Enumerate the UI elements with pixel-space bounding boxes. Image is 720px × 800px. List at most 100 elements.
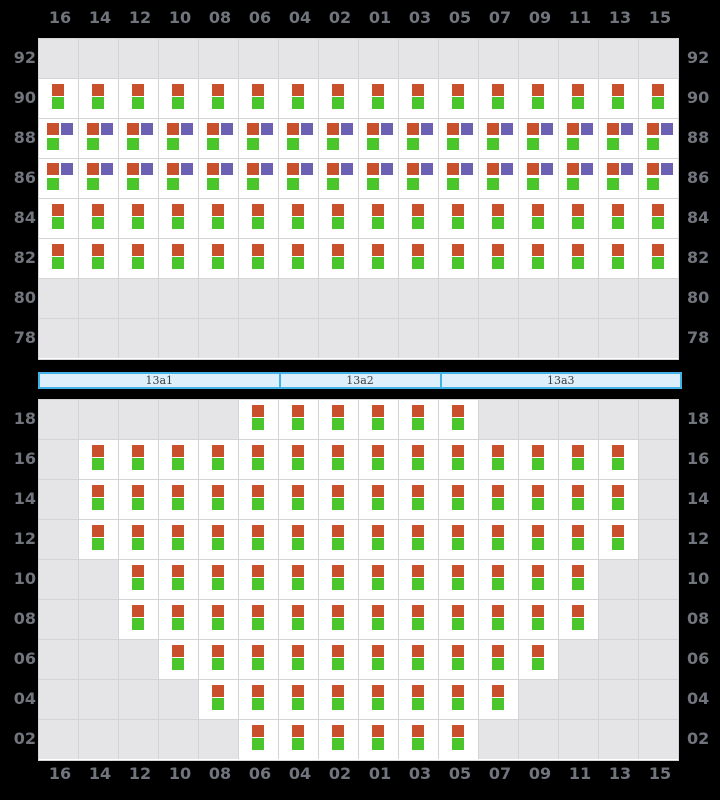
seat-cell[interactable]	[559, 239, 599, 279]
seat-cell[interactable]	[199, 119, 239, 159]
seat-cell[interactable]	[239, 79, 279, 119]
seat-cell[interactable]	[79, 440, 119, 480]
seat-cell[interactable]	[199, 560, 239, 600]
seat-cell[interactable]	[199, 520, 239, 560]
seat-cell[interactable]	[239, 159, 279, 199]
seat-cell[interactable]	[479, 199, 519, 239]
seat-cell[interactable]	[439, 600, 479, 640]
seat-cell[interactable]	[599, 480, 639, 520]
seat-cell[interactable]	[639, 239, 678, 279]
seat-cell[interactable]	[399, 480, 439, 520]
seat-cell[interactable]	[599, 440, 639, 480]
seat-cell[interactable]	[399, 400, 439, 440]
seat-cell[interactable]	[599, 239, 639, 279]
seat-cell[interactable]	[159, 239, 199, 279]
seat-cell[interactable]	[159, 159, 199, 199]
seat-cell[interactable]	[399, 520, 439, 560]
seat-cell[interactable]	[279, 640, 319, 680]
seat-cell[interactable]	[319, 199, 359, 239]
seat-cell[interactable]	[199, 600, 239, 640]
seat-cell[interactable]	[239, 239, 279, 279]
seat-cell[interactable]	[279, 600, 319, 640]
seat-cell[interactable]	[199, 680, 239, 720]
seat-cell[interactable]	[239, 480, 279, 520]
seat-cell[interactable]	[639, 159, 678, 199]
seat-cell[interactable]	[359, 400, 399, 440]
seat-cell[interactable]	[159, 119, 199, 159]
seat-cell[interactable]	[599, 199, 639, 239]
seat-cell[interactable]	[359, 480, 399, 520]
seat-cell[interactable]	[79, 79, 119, 119]
seat-cell[interactable]	[199, 440, 239, 480]
seat-cell[interactable]	[239, 400, 279, 440]
seat-cell[interactable]	[479, 560, 519, 600]
seat-cell[interactable]	[359, 159, 399, 199]
seat-cell[interactable]	[439, 480, 479, 520]
seat-cell[interactable]	[439, 79, 479, 119]
seat-cell[interactable]	[439, 560, 479, 600]
seat-cell[interactable]	[399, 600, 439, 640]
seat-cell[interactable]	[39, 79, 79, 119]
seat-cell[interactable]	[239, 119, 279, 159]
seat-cell[interactable]	[519, 119, 559, 159]
seat-cell[interactable]	[479, 79, 519, 119]
seat-cell[interactable]	[39, 199, 79, 239]
seat-cell[interactable]	[239, 640, 279, 680]
seat-cell[interactable]	[439, 720, 479, 759]
seat-cell[interactable]	[199, 199, 239, 239]
seat-cell[interactable]	[319, 440, 359, 480]
seat-cell[interactable]	[119, 600, 159, 640]
seat-cell[interactable]	[279, 440, 319, 480]
seat-cell[interactable]	[119, 159, 159, 199]
seat-cell[interactable]	[359, 680, 399, 720]
seat-cell[interactable]	[319, 560, 359, 600]
section-segment[interactable]: 13a2	[278, 374, 440, 387]
seat-cell[interactable]	[319, 400, 359, 440]
seat-cell[interactable]	[159, 520, 199, 560]
seat-cell[interactable]	[399, 159, 439, 199]
seat-cell[interactable]	[359, 199, 399, 239]
seat-cell[interactable]	[279, 720, 319, 759]
section-segment[interactable]: 13a3	[439, 374, 681, 387]
seat-cell[interactable]	[559, 199, 599, 239]
seat-cell[interactable]	[119, 520, 159, 560]
seat-cell[interactable]	[279, 159, 319, 199]
seat-cell[interactable]	[319, 640, 359, 680]
seat-cell[interactable]	[359, 440, 399, 480]
seat-cell[interactable]	[639, 79, 678, 119]
seat-cell[interactable]	[79, 239, 119, 279]
seat-cell[interactable]	[119, 119, 159, 159]
seat-cell[interactable]	[359, 520, 399, 560]
seat-cell[interactable]	[439, 199, 479, 239]
seat-cell[interactable]	[279, 199, 319, 239]
seat-cell[interactable]	[599, 119, 639, 159]
seat-cell[interactable]	[159, 79, 199, 119]
seat-cell[interactable]	[359, 600, 399, 640]
seat-cell[interactable]	[159, 440, 199, 480]
seat-cell[interactable]	[279, 79, 319, 119]
seat-cell[interactable]	[399, 199, 439, 239]
seat-cell[interactable]	[439, 119, 479, 159]
seat-cell[interactable]	[199, 79, 239, 119]
seat-cell[interactable]	[199, 159, 239, 199]
seat-cell[interactable]	[279, 480, 319, 520]
seat-cell[interactable]	[119, 440, 159, 480]
seat-cell[interactable]	[479, 520, 519, 560]
seat-cell[interactable]	[319, 720, 359, 759]
seat-cell[interactable]	[559, 440, 599, 480]
seat-cell[interactable]	[399, 239, 439, 279]
seat-cell[interactable]	[79, 159, 119, 199]
seat-cell[interactable]	[159, 600, 199, 640]
seat-cell[interactable]	[239, 199, 279, 239]
seat-cell[interactable]	[519, 199, 559, 239]
seat-cell[interactable]	[599, 79, 639, 119]
seat-cell[interactable]	[319, 79, 359, 119]
seat-cell[interactable]	[159, 560, 199, 600]
seat-cell[interactable]	[119, 560, 159, 600]
seat-cell[interactable]	[639, 199, 678, 239]
seat-cell[interactable]	[519, 239, 559, 279]
seat-cell[interactable]	[359, 239, 399, 279]
seat-cell[interactable]	[279, 520, 319, 560]
seat-cell[interactable]	[319, 520, 359, 560]
seat-cell[interactable]	[399, 440, 439, 480]
